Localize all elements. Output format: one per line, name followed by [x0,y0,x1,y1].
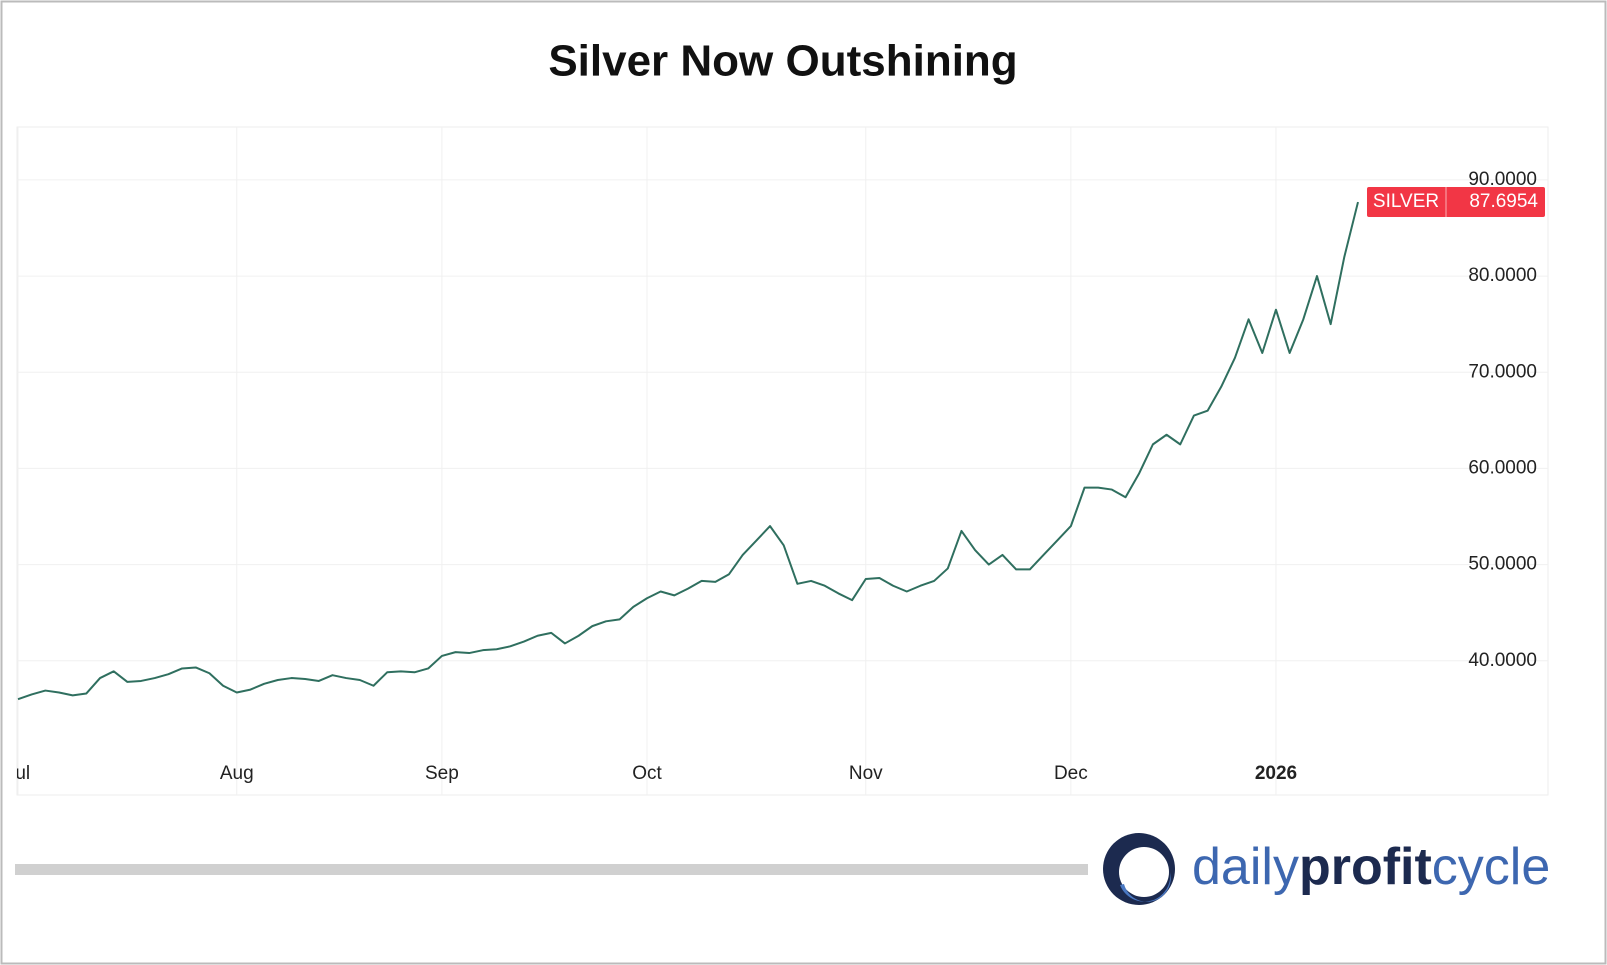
axes: 40.0000 50.0000 60.0000 70.0000 80.0000 90.00… [1367,169,1545,671]
y-tick-label: 90.0000 [1468,169,1537,190]
logo-part: cycle [1432,838,1550,896]
logo-hole [1119,847,1169,897]
plot: Jul Aug Sep Oct Nov Dec 2026 [6,127,1548,795]
y-tick-label: 60.0000 [1468,457,1537,478]
plot-frame [16,126,1549,796]
price-tag-bg [1367,187,1545,218]
scroll-bar [15,864,1088,875]
logo: dailyprofitcycle [1103,833,1550,905]
logo-part: profit [1299,838,1432,896]
x-tick-label: Sep [425,763,459,784]
x-tick-label: Oct [632,763,662,784]
price-line [17,201,1359,701]
x-tick-label: Dec [1054,763,1088,784]
x-tick-label: 2026 [1255,763,1297,784]
logo-text: dailyprofitcycle [1192,838,1550,896]
price-tag-name: SILVER [1373,191,1439,212]
y-tick-label: 70.0000 [1468,361,1537,382]
x-tick-label: Jul [6,763,30,784]
x-tick-label: Nov [849,763,883,784]
y-tick-label: 40.0000 [1468,650,1537,671]
x-tick-label: Aug [220,763,254,784]
chart-title: Silver Now Outshining [548,37,1017,86]
logo-part: daily [1192,838,1299,896]
y-tick-label: 80.0000 [1468,265,1537,286]
y-tick-label: 50.0000 [1468,554,1537,575]
price-tag-value: 87.6954 [1469,191,1538,212]
